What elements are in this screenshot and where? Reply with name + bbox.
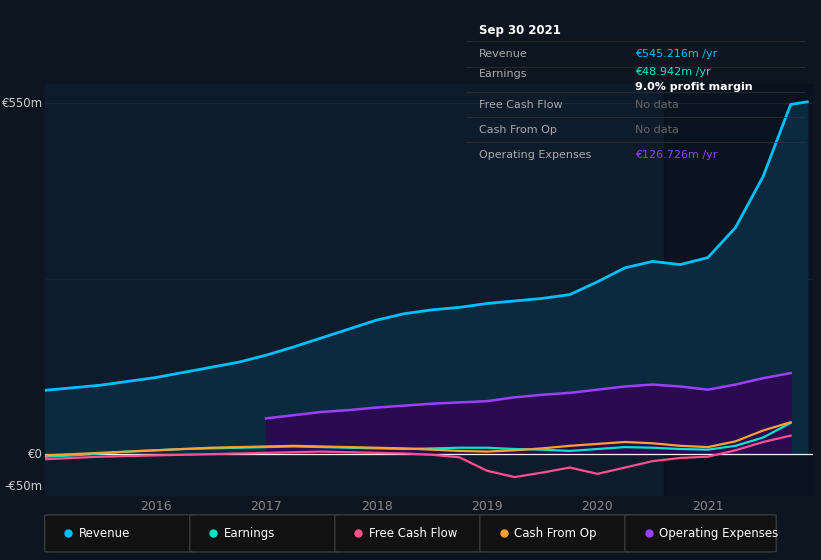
- Text: Cash From Op: Cash From Op: [479, 125, 557, 135]
- Text: Revenue: Revenue: [79, 527, 130, 540]
- Text: Revenue: Revenue: [479, 49, 528, 59]
- Text: €48.942m /yr: €48.942m /yr: [635, 67, 711, 77]
- Text: €550m: €550m: [2, 97, 43, 110]
- Text: Cash From Op: Cash From Op: [514, 527, 596, 540]
- Text: €126.726m /yr: €126.726m /yr: [635, 150, 718, 160]
- Text: Sep 30 2021: Sep 30 2021: [479, 24, 561, 37]
- Text: Earnings: Earnings: [223, 527, 275, 540]
- Text: Operating Expenses: Operating Expenses: [658, 527, 778, 540]
- Text: Free Cash Flow: Free Cash Flow: [479, 100, 562, 110]
- Text: Earnings: Earnings: [479, 69, 528, 80]
- Text: €545.216m /yr: €545.216m /yr: [635, 49, 718, 59]
- Text: Free Cash Flow: Free Cash Flow: [369, 527, 457, 540]
- Text: No data: No data: [635, 125, 679, 135]
- Text: -€50m: -€50m: [5, 479, 43, 493]
- Text: 9.0% profit margin: 9.0% profit margin: [635, 82, 753, 92]
- FancyBboxPatch shape: [335, 515, 486, 552]
- Text: No data: No data: [635, 100, 679, 110]
- Text: Operating Expenses: Operating Expenses: [479, 150, 591, 160]
- Bar: [663, 84, 813, 496]
- FancyBboxPatch shape: [479, 515, 631, 552]
- Text: €0: €0: [28, 447, 43, 461]
- FancyBboxPatch shape: [190, 515, 342, 552]
- FancyBboxPatch shape: [45, 515, 196, 552]
- FancyBboxPatch shape: [625, 515, 776, 552]
